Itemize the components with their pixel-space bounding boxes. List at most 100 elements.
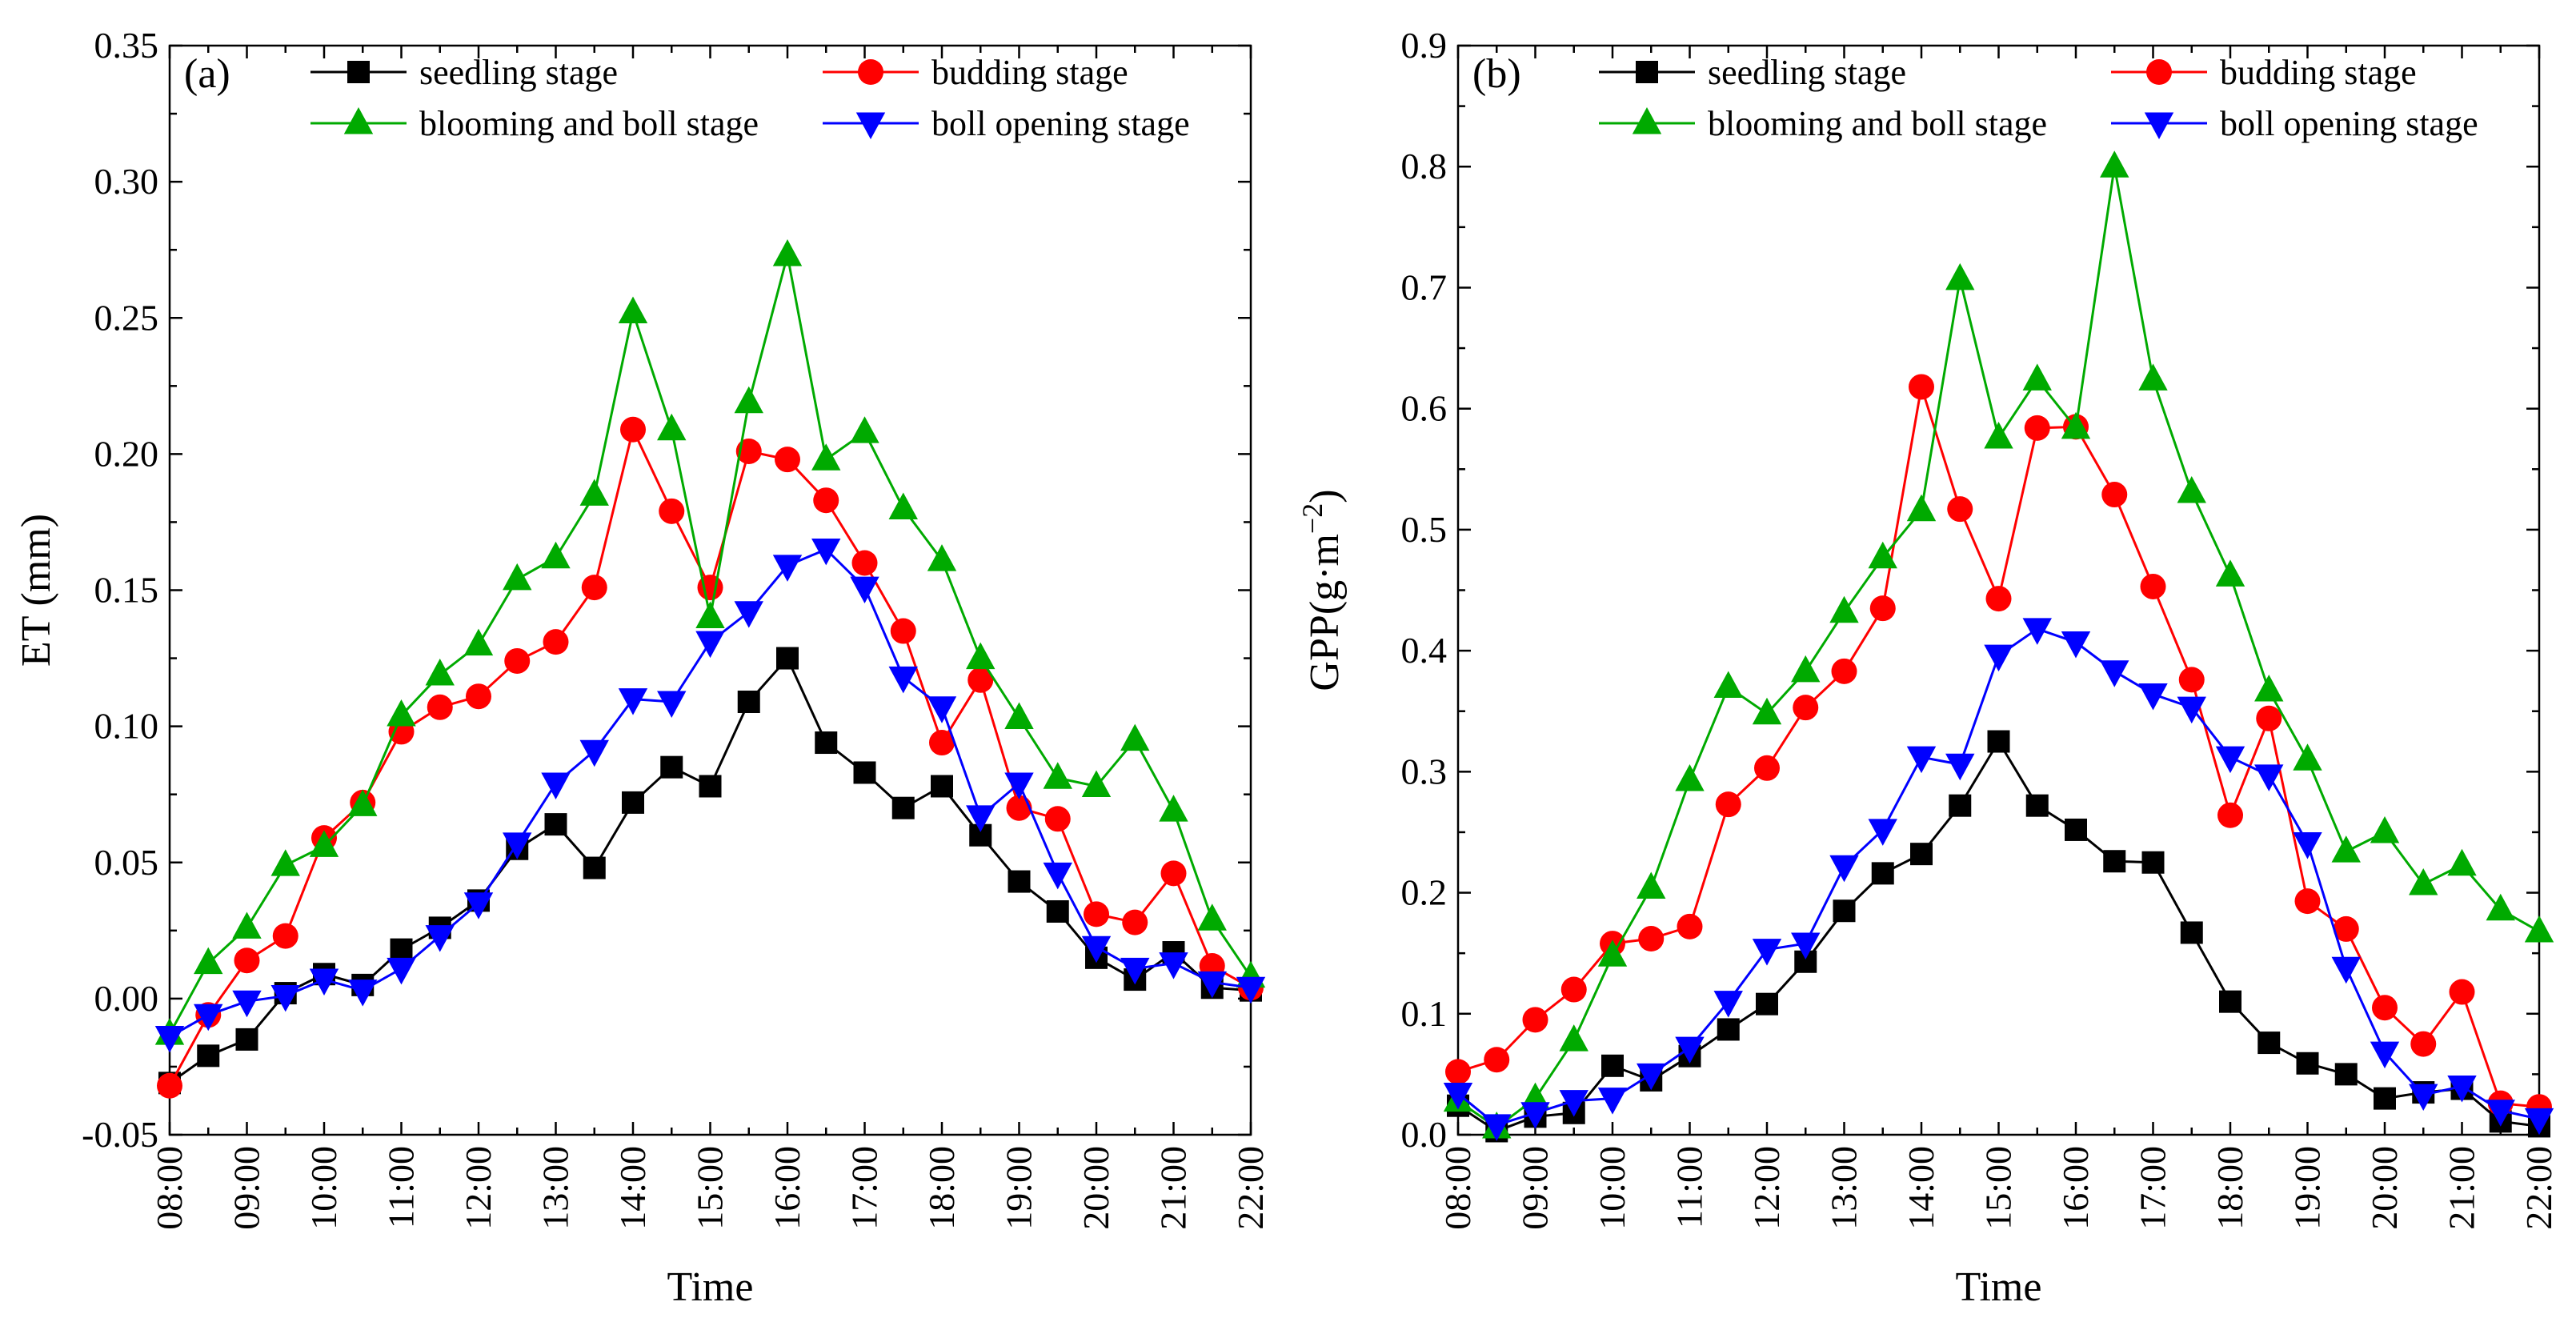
x-tick-label: 11:00 (1669, 1146, 1710, 1228)
legend-item: seedling stage (1599, 53, 1906, 92)
x-tick-label: 17:00 (2133, 1146, 2173, 1230)
marker-square (1008, 870, 1031, 893)
marker-square (1717, 1018, 1740, 1041)
marker-triangle-down (387, 957, 416, 985)
y-axis-title-superscript: −2 (1296, 503, 1328, 534)
marker-triangle-up (1906, 494, 1937, 522)
panel-label: (a) (184, 51, 230, 97)
marker-circle (890, 618, 916, 644)
marker-square (1756, 992, 1778, 1016)
legend-label: seedling stage (1708, 53, 1906, 92)
marker-triangle-down (1945, 753, 1975, 781)
marker-square (1046, 899, 1069, 923)
marker-square (853, 761, 876, 784)
series-line (169, 655, 1252, 1084)
x-tick-label: 18:00 (2209, 1146, 2250, 1230)
marker-square (390, 938, 413, 961)
series-budding-stage (157, 416, 1264, 1099)
legend-item: boll opening stage (2111, 104, 2478, 143)
marker-triangle-down (2447, 1075, 2477, 1103)
marker-circle (1006, 795, 1032, 821)
marker-triangle-up (503, 563, 532, 591)
marker-circle (775, 447, 800, 473)
marker-triangle-up (232, 911, 262, 939)
legend-item: seedling stage (310, 53, 618, 92)
marker-triangle-down (1829, 855, 1859, 883)
x-tick-label: 12:00 (1746, 1146, 1787, 1230)
x-tick-label: 17:00 (844, 1146, 885, 1230)
y-tick-label: 0.1 (1401, 993, 1448, 1034)
marker-triangle-down (1443, 1083, 1473, 1110)
marker-square (347, 61, 370, 83)
marker-triangle-up (772, 239, 803, 266)
x-tick-label: 09:00 (1515, 1146, 1556, 1230)
marker-circle (735, 438, 762, 464)
x-tick-label: 18:00 (921, 1146, 962, 1230)
y-axis-title-close: ) (1302, 489, 1348, 503)
marker-triangle-down (1004, 772, 1034, 800)
marker-triangle-up (270, 849, 300, 876)
y-tick-label: 0.15 (94, 570, 159, 611)
y-tick-label: 0.05 (94, 842, 159, 883)
marker-triangle-down (579, 739, 609, 767)
x-tick-label: 16:00 (2055, 1146, 2096, 1230)
marker-triangle-down (2293, 832, 2322, 859)
marker-circle (2372, 995, 2398, 1021)
marker-circle (813, 487, 839, 514)
x-tick-label: 22:00 (1230, 1146, 1271, 1230)
marker-triangle-up (1004, 702, 1034, 729)
marker-triangle-down (154, 1025, 185, 1053)
marker-square (197, 1044, 220, 1068)
marker-square (1636, 61, 1658, 83)
marker-triangle-down (1520, 1102, 1550, 1129)
y-tick-label: 0.10 (94, 706, 159, 747)
x-tick-label: 14:00 (1901, 1146, 1941, 1230)
x-tick-label: 09:00 (226, 1146, 267, 1230)
marker-circle (2294, 888, 2321, 915)
legend-label: boll opening stage (2220, 104, 2478, 143)
legend: seedling stage budding stage blooming and … (1599, 53, 2478, 143)
marker-circle (2024, 415, 2050, 441)
marker-square (891, 796, 915, 819)
marker-circle (2410, 1031, 2437, 1057)
marker-triangle-down (1713, 991, 1743, 1018)
marker-triangle-up (1791, 655, 1821, 683)
marker-circle (581, 575, 607, 601)
y-tick-label: 0.0 (1401, 1114, 1448, 1155)
marker-triangle-up (1637, 871, 1666, 899)
marker-triangle-down (541, 772, 571, 800)
y-tick-label: 0.9 (1401, 25, 1448, 66)
marker-circle (234, 947, 260, 974)
marker-triangle-up (618, 296, 648, 323)
marker-triangle-up (966, 642, 996, 670)
marker-circle (504, 647, 531, 674)
marker-triangle-down (966, 805, 996, 832)
marker-square (1871, 862, 1894, 885)
marker-circle (1522, 1007, 1548, 1033)
legend-label: blooming and boll stage (419, 104, 759, 143)
marker-triangle-down (657, 691, 687, 718)
marker-square (2065, 818, 2087, 841)
marker-square (1601, 1054, 1624, 1077)
marker-triangle-down (309, 968, 339, 996)
marker-triangle-up (425, 659, 455, 686)
marker-square (583, 856, 606, 879)
marker-triangle-up (2215, 559, 2245, 587)
marker-circle (1793, 695, 1819, 721)
x-tick-label: 12:00 (458, 1146, 499, 1230)
marker-circle (1831, 658, 1857, 684)
x-axis-title: Time (1956, 1264, 2042, 1310)
marker-triangle-up (2061, 411, 2091, 439)
legend-item: budding stage (823, 53, 1128, 92)
marker-circle (620, 416, 646, 443)
marker-circle (1122, 909, 1148, 935)
y-tick-label: 0.00 (94, 978, 159, 1019)
series-boll-opening-stage (154, 538, 1266, 1053)
marker-triangle-down (348, 979, 378, 1007)
marker-square (622, 791, 644, 814)
marker-circle (2101, 482, 2128, 508)
x-tick-label: 20:00 (1076, 1146, 1116, 1230)
marker-triangle-up (1632, 107, 1662, 134)
marker-triangle-down (1637, 1063, 1666, 1091)
marker-circle (1084, 901, 1109, 927)
